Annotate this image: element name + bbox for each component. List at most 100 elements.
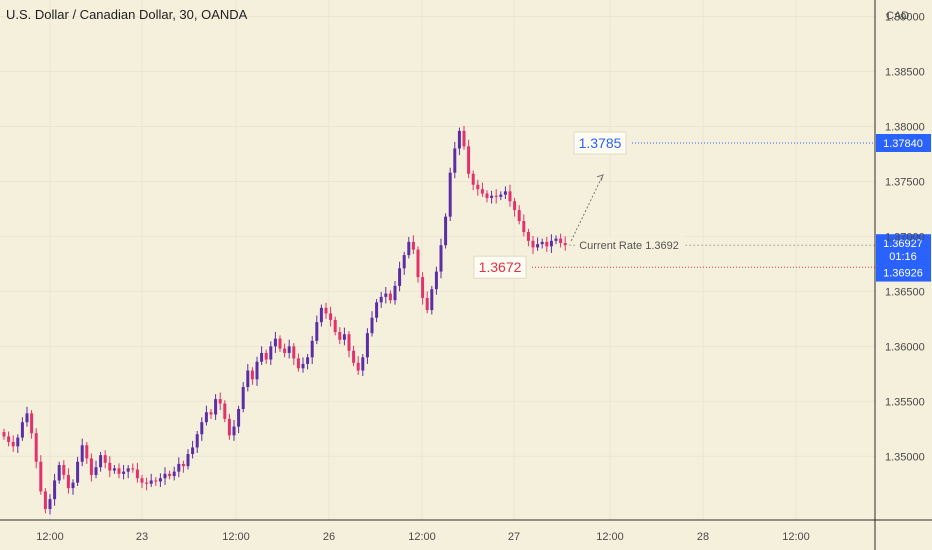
candle-body — [306, 357, 310, 364]
candle-body — [476, 184, 480, 190]
y-tick-label: 1.36500 — [885, 286, 925, 298]
x-tick-label: 26 — [323, 531, 335, 543]
candle-body — [53, 480, 57, 500]
candle-body — [494, 195, 498, 197]
candle-body — [531, 240, 535, 248]
candle-body — [140, 478, 144, 483]
candle-body — [526, 232, 530, 241]
candle-body — [191, 447, 195, 455]
x-tick-label: 12:00 — [782, 531, 810, 543]
candle-body — [365, 333, 369, 358]
x-tick-label: 12:00 — [408, 531, 436, 543]
candle-body — [430, 289, 434, 311]
candle-body — [89, 458, 93, 475]
candle-body — [209, 412, 213, 415]
candle-body — [471, 173, 475, 185]
candle-body — [559, 238, 563, 244]
candle-body — [448, 172, 452, 217]
candle-body — [319, 307, 323, 323]
candle-body — [563, 243, 567, 246]
candle-body — [536, 244, 540, 248]
price-tag-current-2 — [876, 263, 931, 282]
stop-label: 1.3672 — [479, 259, 522, 275]
y-tick-label: 1.37500 — [885, 176, 925, 188]
candle-body — [112, 468, 116, 471]
candle-body — [287, 346, 291, 353]
candle-body — [71, 482, 75, 489]
candle-body — [223, 403, 227, 419]
candle-body — [232, 426, 236, 436]
candle-body — [135, 469, 139, 479]
candle-body — [444, 216, 448, 246]
target-box — [573, 131, 627, 155]
candle-body — [149, 480, 153, 484]
price-tag-target-text: 1.37840 — [883, 138, 923, 150]
candle-body — [352, 350, 356, 363]
candle-body — [117, 468, 121, 474]
candle-body — [103, 455, 107, 463]
x-tick-label: 23 — [136, 531, 148, 543]
candle-body — [462, 130, 466, 147]
candle-body — [264, 352, 268, 360]
price-tag-current — [876, 234, 931, 265]
current-rate-bg — [575, 236, 686, 255]
candles — [2, 125, 567, 515]
y-tick-label: 1.35500 — [885, 396, 925, 408]
candle-body — [388, 293, 392, 301]
candle-body — [145, 482, 149, 484]
candle-body — [48, 499, 52, 510]
candle-body — [361, 357, 365, 371]
candle-body — [168, 473, 172, 477]
candle-body — [499, 194, 503, 197]
candle-body — [62, 465, 66, 475]
candle-body — [177, 463, 181, 472]
candle-body — [398, 268, 402, 286]
candle-body — [195, 434, 199, 448]
candle-body — [402, 255, 406, 269]
candle-body — [66, 474, 70, 489]
candle-body — [99, 455, 103, 468]
candle-body — [218, 399, 222, 404]
candle-body — [269, 346, 273, 360]
candle-body — [485, 193, 489, 198]
candle-body — [163, 473, 167, 479]
candle-body — [508, 191, 512, 202]
y-tick-label: 1.38500 — [885, 67, 925, 79]
current-rate-label: Current Rate 1.3692 — [579, 240, 679, 252]
candle-body — [434, 271, 438, 290]
candle-body — [250, 370, 254, 380]
candle-body — [292, 346, 296, 359]
candle-body — [57, 465, 61, 481]
x-tick-label: 27 — [508, 531, 520, 543]
x-tick-label: 12:00 — [36, 531, 64, 543]
candle-body — [338, 332, 342, 340]
target-arrow-head — [596, 174, 604, 182]
candle-body — [158, 478, 162, 482]
target-arrow-line — [570, 174, 604, 242]
candle-body — [34, 433, 38, 462]
candle-body — [375, 302, 379, 318]
candle-body — [540, 241, 544, 245]
price-tag-target — [876, 133, 931, 152]
candle-body — [554, 238, 558, 241]
candle-body — [393, 285, 397, 301]
candle-body — [296, 358, 300, 369]
x-tick-label: 12:00 — [222, 531, 250, 543]
candle-body — [503, 191, 507, 195]
candle-body — [425, 297, 429, 311]
candle-body — [214, 399, 218, 415]
candle-body — [126, 468, 130, 472]
stop-box — [473, 255, 527, 279]
candle-body — [11, 441, 15, 447]
candle-body — [25, 413, 29, 423]
candle-body — [421, 277, 425, 298]
candle-body — [310, 340, 314, 358]
candle-body — [549, 240, 553, 247]
target-label: 1.3785 — [579, 135, 622, 151]
candle-body — [80, 445, 84, 462]
candle-body — [407, 241, 411, 256]
